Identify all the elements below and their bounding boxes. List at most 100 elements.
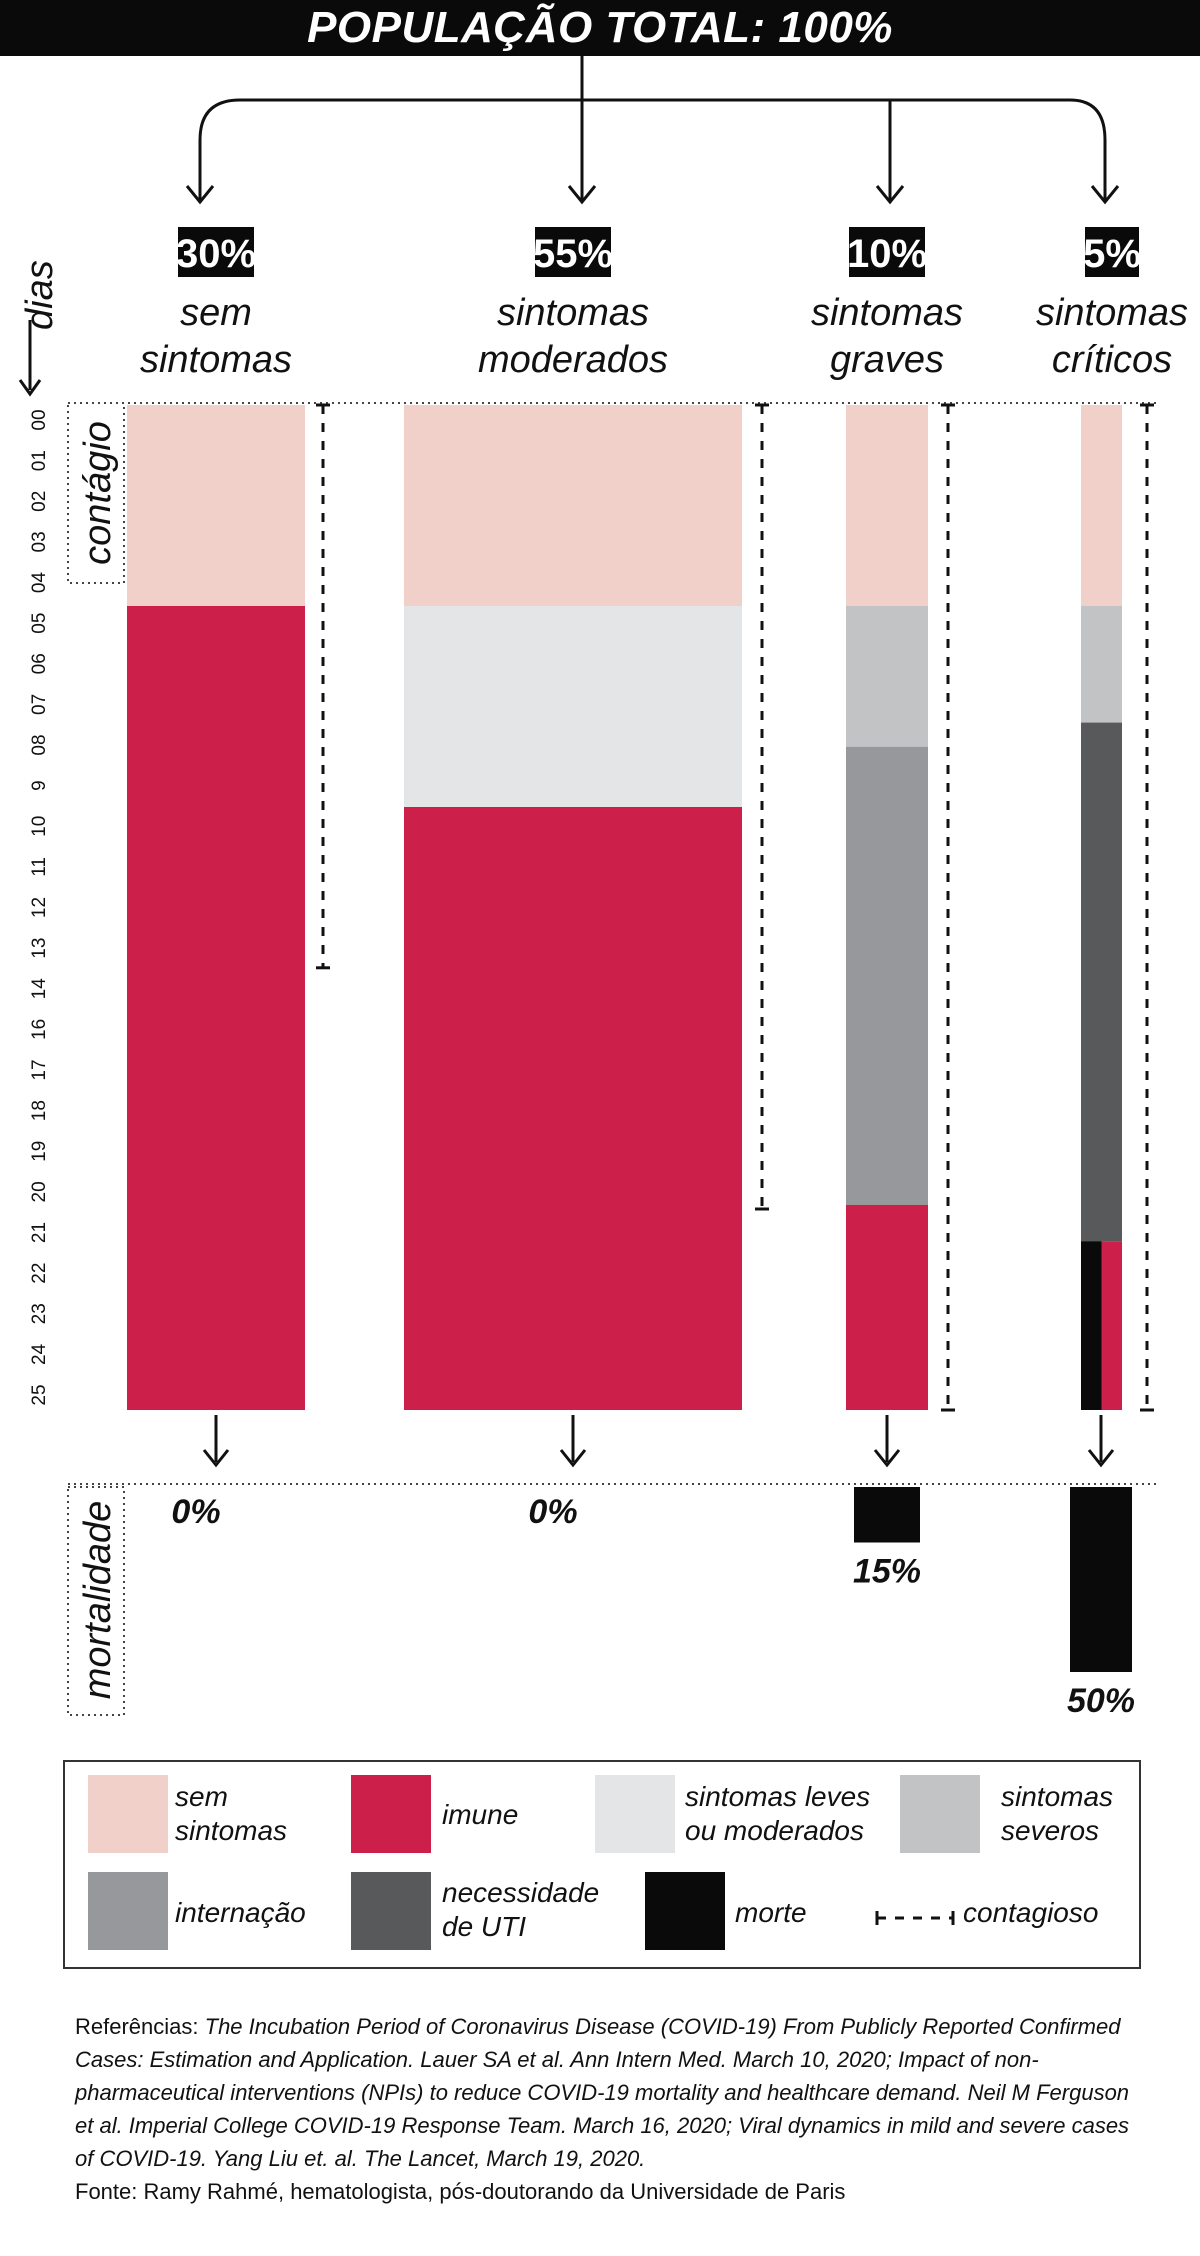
day-tick-label: 08: [29, 734, 50, 755]
group-label-line1: sintomas: [497, 292, 649, 334]
bar-segment-imune: [846, 1204, 928, 1410]
legend: sem sintomas imune sintomas leves ou mod…: [63, 1760, 1141, 1969]
references: Referências: The Incubation Period of Co…: [75, 2010, 1145, 2208]
axis-title-dias: dias: [19, 260, 61, 330]
mortality-section: 0% 0% 15% 50%: [171, 1415, 1135, 1720]
distribution-arrows: [185, 56, 1120, 205]
bar-segment-sintomas-leves: [404, 606, 742, 807]
down-arrow-icon: [1087, 1449, 1115, 1468]
legend-swatch-imune: [351, 1775, 431, 1853]
legend-label-uti: necessidade de UTI: [442, 1877, 600, 1942]
group-label-line2: sintomas: [140, 339, 292, 381]
mortality-value: 0%: [171, 1493, 220, 1531]
down-arrow-icon: [559, 1449, 587, 1468]
percent-badge-text: 55%: [533, 232, 613, 276]
bar-segment-sem-sintomas: [1081, 405, 1122, 606]
mortalidade-label: mortalidade: [77, 1501, 119, 1700]
legend-swatch-morte: [645, 1872, 725, 1950]
down-arrow-icon: [875, 185, 905, 205]
day-tick-label: 18: [29, 1100, 50, 1121]
down-arrow-icon: [185, 185, 215, 205]
legend-label-morte: morte: [735, 1897, 807, 1928]
mortality-value: 50%: [1067, 1682, 1135, 1720]
legend-label-imune: imune: [442, 1799, 519, 1830]
day-tick-label: 01: [29, 450, 50, 471]
down-arrow-icon: [873, 1449, 901, 1468]
source-line: Fonte: Ramy Rahmé, hematologista, pós-do…: [75, 2179, 846, 2204]
day-tick-label: 10: [29, 816, 50, 837]
day-tick-label: 06: [29, 653, 50, 674]
group-label-line1: sintomas: [1036, 292, 1188, 334]
legend-label-sintomas-severos: sintomas severos: [1001, 1781, 1114, 1846]
legend-swatch-sintomas-severos: [900, 1775, 980, 1853]
bar-segment-sintomas-severos: [1081, 606, 1122, 723]
mortality-value: 15%: [853, 1553, 921, 1591]
day-tick-label: 02: [29, 491, 50, 512]
group-bars: [127, 405, 1122, 1410]
group-label-line2: graves: [830, 339, 944, 381]
mortalidade-box: [67, 1486, 125, 1716]
legend-swatch-internacao: [88, 1872, 168, 1950]
day-tick-label: 11: [29, 857, 50, 877]
bar-segment-sem-sintomas: [404, 405, 742, 606]
percent-badge: [849, 227, 925, 277]
distribution-line: [198, 98, 582, 200]
percent-badge-text: 5%: [1083, 232, 1141, 276]
day-tick-label: 13: [29, 938, 50, 959]
day-tick-label: 9: [29, 780, 50, 791]
percent-badge: [1085, 227, 1139, 277]
day-tick-label: 20: [29, 1181, 50, 1202]
bar-segment-imune: [1101, 1241, 1122, 1410]
day-tick-label: 04: [29, 572, 50, 594]
down-arrow-icon: [567, 185, 597, 205]
day-tick-label: 07: [29, 694, 50, 715]
legend-label-internacao: internação: [175, 1897, 306, 1928]
day-tick-label: 24: [29, 1343, 50, 1365]
contagious-bracket-icon: [875, 1911, 955, 1925]
bar-segment-imune: [404, 807, 742, 1410]
legend-label-contagioso: contagioso: [963, 1897, 1099, 1928]
day-tick-label: 16: [29, 1019, 50, 1040]
bar-segment-sem-sintomas: [846, 405, 928, 606]
distribution-line: [582, 98, 1107, 200]
down-arrow-icon: [18, 379, 42, 397]
bar-segment-sem-sintomas: [127, 405, 305, 606]
day-tick-label: 22: [29, 1263, 50, 1284]
percent-badge: [535, 227, 611, 277]
bar-segment-sintomas-severos: [846, 606, 928, 747]
day-tick-label: 25: [29, 1384, 50, 1405]
day-tick-label: 03: [29, 531, 50, 552]
legend-swatch-sintomas-leves: [595, 1775, 675, 1853]
percent-badge-text: 30%: [176, 232, 256, 276]
legend-swatch-uti: [351, 1872, 431, 1950]
group-headers: 30% sem sintomas 55% sintomas moderados 10% sin…: [68, 227, 1188, 1485]
down-arrow-icon: [1090, 185, 1120, 205]
down-arrow-icon: [202, 1449, 230, 1468]
day-tick-label: 21: [29, 1222, 50, 1243]
mortality-bar: [854, 1487, 920, 1543]
references-lead: Referências:: [75, 2014, 205, 2039]
days-axis: dias 00 01 02 03 04 05 06 07 08 9 10 11 12 13 14 16 17 18 1…: [18, 260, 125, 1716]
day-tick-label: 00: [29, 409, 50, 430]
day-tick-label: 19: [29, 1141, 50, 1162]
reference-2: Impact of non-pharmaceutical interventio…: [75, 2047, 1130, 2171]
mortality-value: 0%: [528, 1493, 577, 1531]
bar-segment-uti: [1081, 722, 1122, 1242]
percent-badge-text: 10%: [847, 232, 927, 276]
day-tick-label: 05: [29, 613, 50, 634]
bar-segment-morte: [1081, 1241, 1102, 1410]
day-tick-label: 17: [29, 1059, 50, 1080]
header-bar: POPULAÇÃO TOTAL: 100%: [0, 0, 1200, 56]
legend-label-sintomas-leves: sintomas leves ou moderados: [685, 1781, 871, 1846]
day-tick-label: 14: [29, 978, 50, 1000]
group-label-line1: sem: [180, 292, 252, 334]
legend-label-sem-sintomas: sem sintomas: [175, 1781, 288, 1846]
reference-1: The Incubation Period of Coronavirus Dis…: [75, 2014, 1121, 2072]
group-label-line1: sintomas: [811, 292, 963, 334]
percent-badge: [178, 227, 254, 277]
contagio-label: contágio: [77, 421, 119, 565]
day-tick-label: 23: [29, 1303, 50, 1324]
bar-segment-imune: [127, 606, 305, 1410]
group-label-line2: moderados: [478, 339, 668, 381]
mortality-bar: [1070, 1487, 1132, 1672]
